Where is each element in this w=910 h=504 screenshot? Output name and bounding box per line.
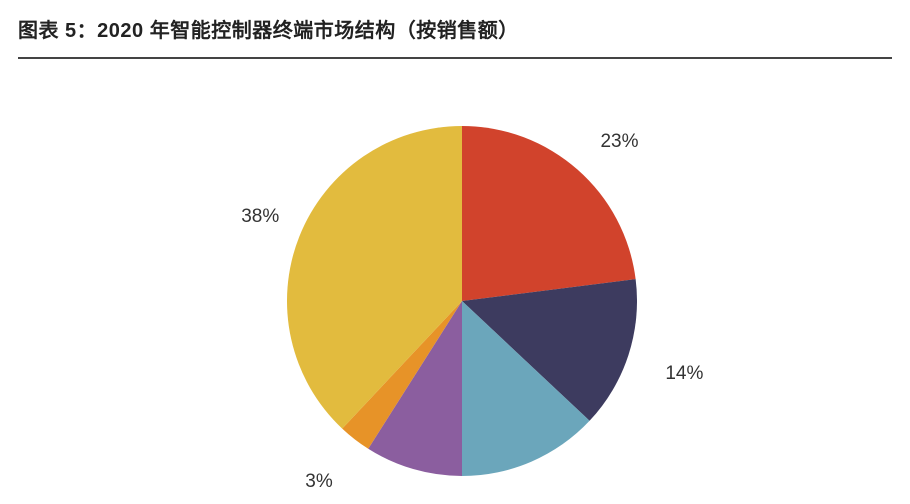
pie-slice-label: 14% — [665, 363, 703, 385]
chart-title-bar: 图表 5：2020 年智能控制器终端市场结构（按销售额） — [0, 0, 910, 51]
pie-slice-label: 38% — [241, 206, 279, 228]
pie-slice-label: 23% — [600, 131, 638, 153]
pie-chart-area: 23%14%13%9%3%38% — [0, 59, 910, 499]
pie-slice-label: 3% — [305, 471, 332, 493]
pie-chart — [287, 126, 637, 476]
chart-title: 图表 5：2020 年智能控制器终端市场结构（按销售额） — [18, 20, 519, 42]
